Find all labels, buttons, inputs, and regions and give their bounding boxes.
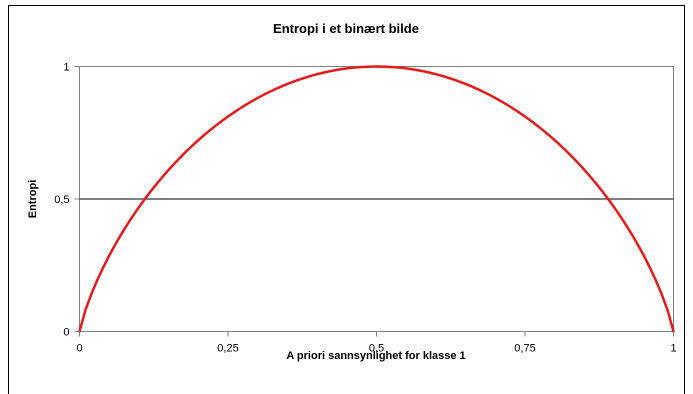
x-tick-labels: 0 0,25 0,5 0,75 1: [76, 343, 676, 355]
y-tick-label: 0,5: [54, 194, 69, 206]
series-layer: [78, 65, 675, 333]
x-tick-label: 0: [76, 343, 82, 355]
x-tick-label: 0,25: [217, 343, 238, 355]
y-tick-label: 1: [63, 62, 69, 74]
chart-title: Entropi i et binært bilde: [273, 21, 419, 36]
y-tick-labels: 00,51: [54, 62, 69, 339]
y-axis-title: Entropi: [27, 180, 39, 219]
x-axis-title: A priori sannsynlighet for klasse 1: [286, 350, 465, 362]
entropy-curve-line: [78, 65, 675, 333]
x-tick-label: 1: [670, 343, 676, 355]
x-tick-label: 0,75: [514, 343, 535, 355]
tick-marks: [74, 66, 674, 337]
y-tick-label: 0: [63, 327, 69, 339]
x-tick-label: 0,5: [369, 343, 384, 355]
